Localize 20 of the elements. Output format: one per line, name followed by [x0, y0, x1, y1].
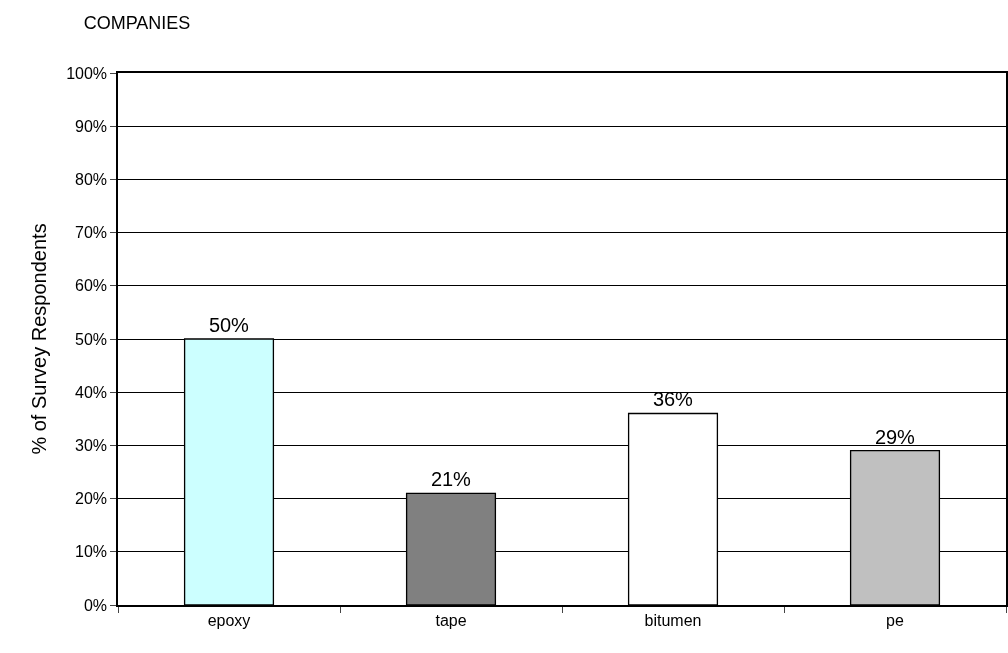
x-tick-label: tape [435, 611, 467, 629]
y-tick-label: 50% [75, 330, 108, 348]
y-tick-label: 100% [66, 64, 108, 82]
y-tick-label: 0% [83, 596, 108, 614]
x-tick-label: epoxy [207, 611, 251, 629]
y-tick-label: 60% [75, 277, 108, 295]
y-tick-label: 10% [75, 543, 108, 561]
y-tick-label: 70% [75, 224, 108, 242]
y-tick-label: 90% [75, 117, 108, 135]
y-axis-title: % of Survey Respondents [28, 223, 51, 455]
y-tick-label: 30% [75, 437, 108, 454]
y-tick-label: 40% [75, 383, 108, 401]
data-label: 21% [430, 468, 472, 491]
data-label: 50% [208, 314, 250, 336]
x-tick-label: pe [886, 611, 904, 629]
y-tick-label: 20% [75, 490, 108, 508]
chart-title: COMPANIES [83, 12, 191, 33]
x-tick-label: bitumen [644, 611, 702, 629]
data-label: 29% [874, 425, 916, 448]
y-tick-label: 80% [75, 171, 108, 188]
